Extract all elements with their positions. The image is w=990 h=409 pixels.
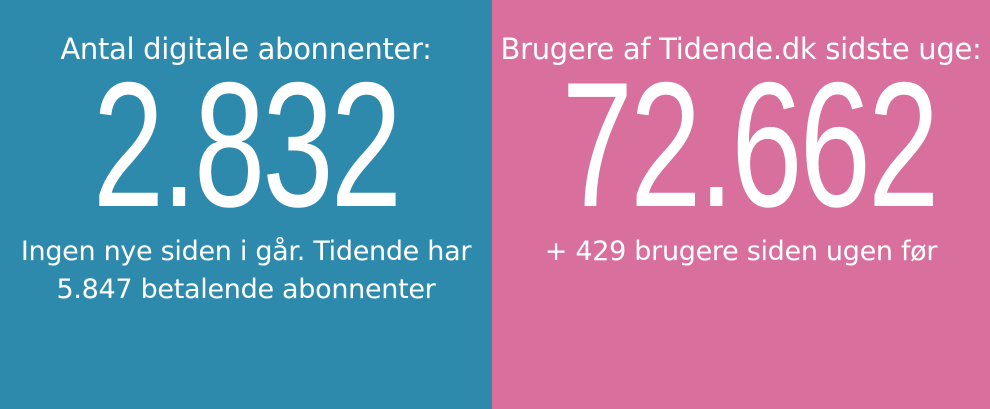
caption-line-2: 5.847 betalende abonnenter [56,274,436,305]
weekly-users-count: 72.662 [561,45,940,244]
weekly-users-title: Brugere af Tidende.dk sidste uge: [500,32,982,66]
weekly-users-panel: Brugere af Tidende.dk sidste uge: 72.662… [492,0,990,409]
caption-line-1: Ingen nye siden i går. Tidende har [20,236,472,267]
digital-subscribers-count: 2.832 [92,45,402,244]
digital-subscribers-panel: Antal digitale abonnenter: 2.832 Ingen n… [0,0,492,409]
weekly-users-caption: + 429 brugere siden ugen før [492,233,990,271]
digital-subscribers-caption: Ingen nye siden i går. Tidende har 5.847… [0,233,492,309]
caption-line-1: + 429 brugere siden ugen før [544,236,938,267]
digital-subscribers-title: Antal digitale abonnenter: [60,32,432,66]
